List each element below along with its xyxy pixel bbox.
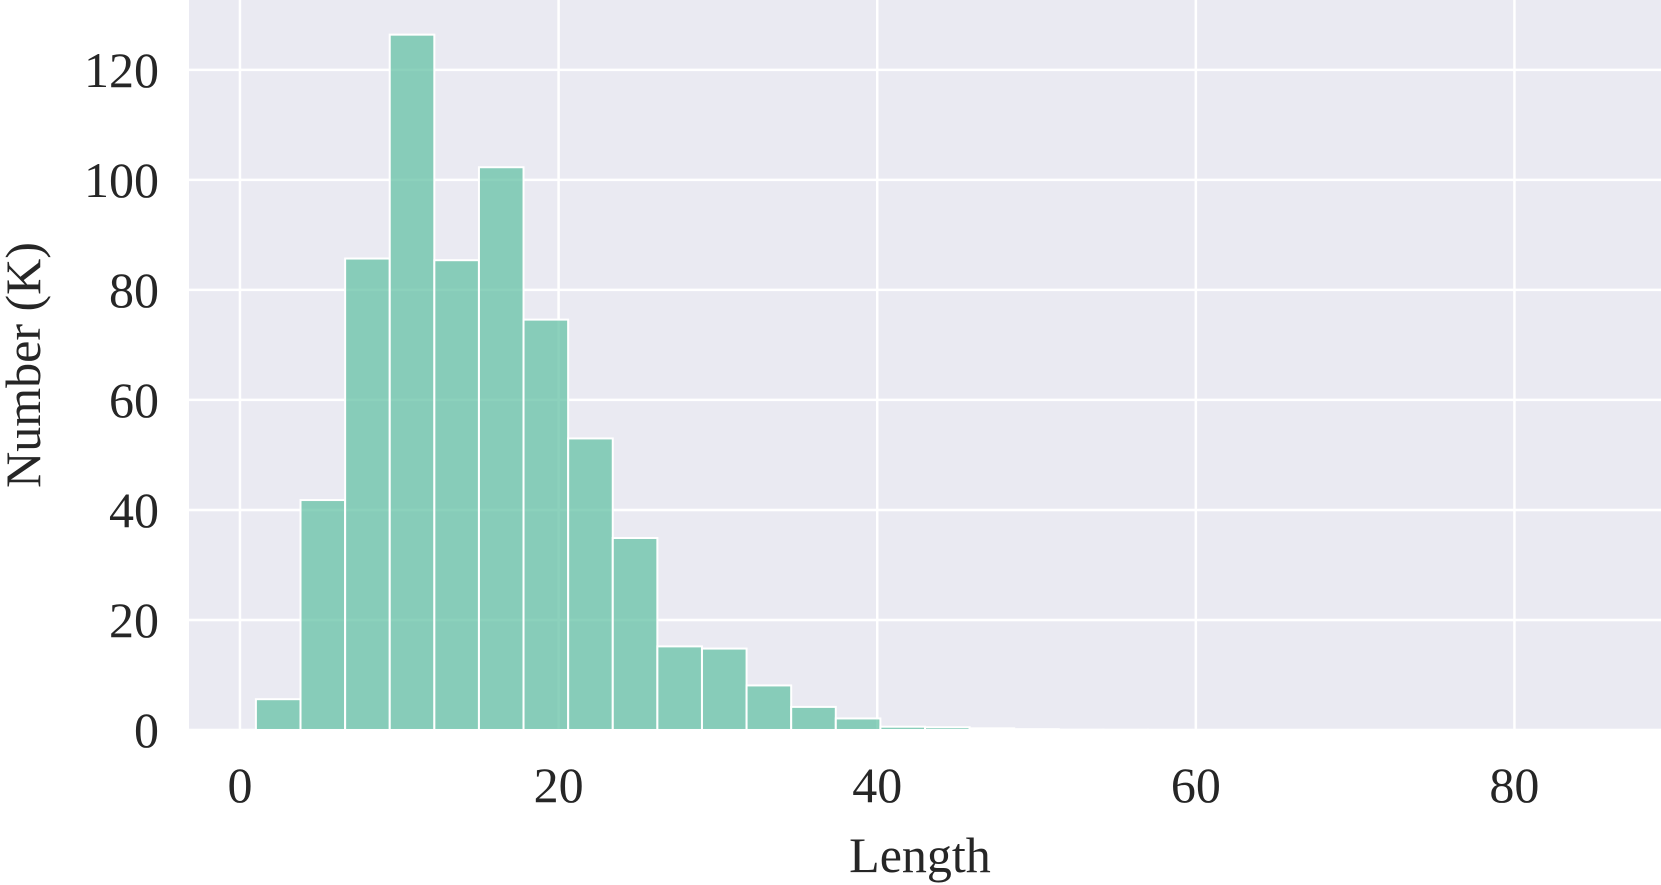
x-tick-label: 20 [534, 757, 584, 813]
y-tick-label: 60 [109, 372, 159, 428]
bar [924, 726, 971, 732]
bar [299, 499, 347, 732]
bar [388, 33, 436, 732]
y-axis-label: Number (K) [0, 242, 51, 488]
y-tick-label: 80 [109, 262, 159, 318]
bar [745, 684, 793, 732]
bar [790, 705, 837, 732]
y-tick-label: 20 [109, 592, 159, 648]
y-tick-label: 100 [84, 152, 159, 208]
bar [611, 537, 659, 732]
x-tick-label: 40 [852, 757, 902, 813]
bar [879, 725, 926, 732]
bar [567, 437, 614, 731]
y-tick-label: 0 [134, 702, 159, 758]
x-tick-label: 60 [1171, 757, 1221, 813]
bar [700, 647, 748, 731]
bar [477, 166, 525, 731]
bar [522, 318, 570, 731]
x-tick-label: 0 [227, 757, 252, 813]
bar [433, 259, 480, 731]
bar [344, 257, 391, 731]
bar [834, 717, 882, 732]
y-tick-label: 40 [109, 482, 159, 538]
x-axis-label: Length [849, 827, 991, 883]
bar [254, 698, 302, 731]
bar [656, 645, 703, 731]
y-tick-label: 120 [84, 42, 159, 98]
x-tick-label: 80 [1489, 757, 1539, 813]
bar [968, 727, 1016, 732]
bar [1013, 728, 1060, 731]
